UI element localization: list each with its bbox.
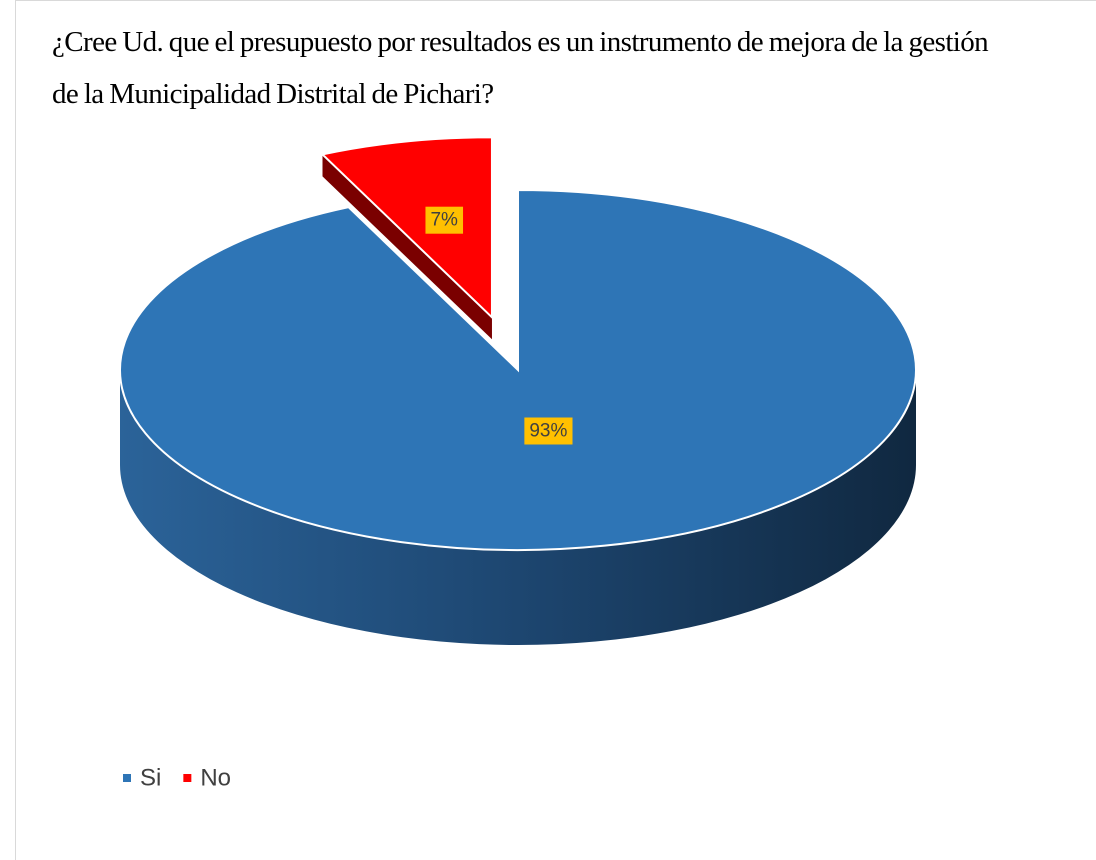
pie-side [322, 154, 492, 340]
data-label-box [425, 206, 464, 234]
legend-label: Si [140, 764, 161, 791]
pie-slice [119, 188, 917, 551]
pie-side [120, 370, 916, 645]
chart-title: ¿Cree Ud. que el presupuesto por resulta… [52, 26, 989, 110]
legend-swatch [183, 774, 192, 782]
data-label-box [524, 417, 573, 445]
legend-label: No [200, 764, 231, 791]
chart-frame [15, 0, 1096, 860]
pie-slice [320, 136, 493, 320]
data-label: 7% [430, 210, 458, 231]
legend-swatch [123, 774, 131, 782]
data-label: 93% [529, 420, 567, 441]
